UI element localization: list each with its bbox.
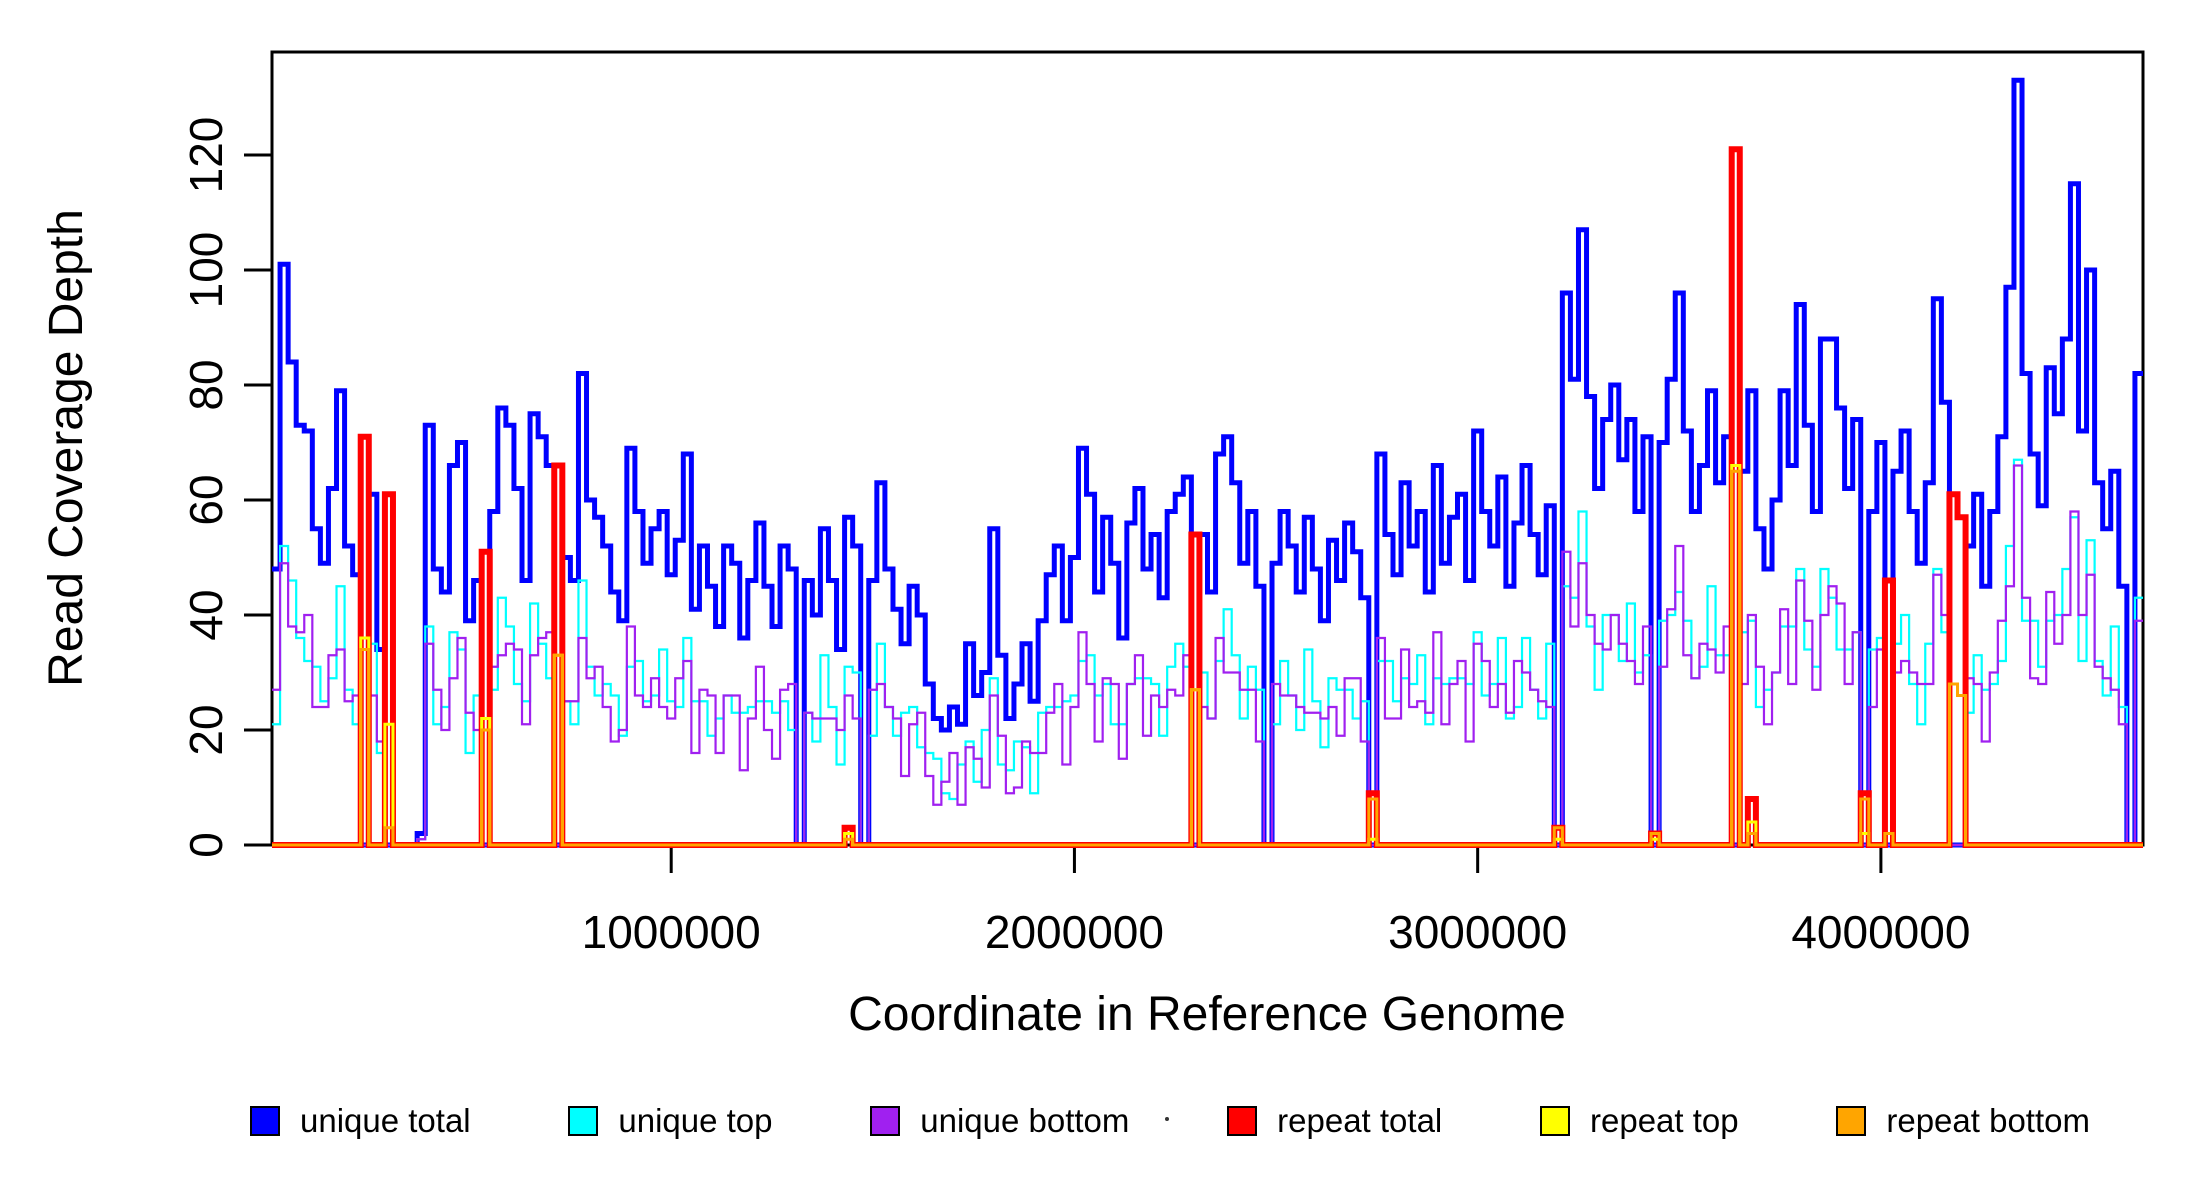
unique-bottom-swatch-icon [870,1106,901,1136]
y-tick-label: 120 [180,117,232,194]
legend-item-repeat-bottom: repeat bottom [1836,1102,2090,1140]
series-unique-total [272,77,2143,848]
y-tick-label: 80 [180,359,232,410]
repeat-bottom-swatch-icon [1836,1106,1867,1136]
x-axis-title: Coordinate in Reference Genome [848,988,1566,1041]
legend-label: unique bottom [920,1102,1130,1139]
unique-total-swatch-icon [250,1106,280,1136]
legend-item-unique-top: unique top [568,1102,773,1140]
x-tick-label: 4000000 [1791,906,1970,958]
x-tick-label: 1000000 [582,906,761,958]
x-tick-label: 3000000 [1388,906,1567,958]
legend-label: repeat total [1277,1102,1443,1139]
y-tick-label: 40 [180,589,232,640]
legend-label: unique top [618,1102,773,1139]
repeat-total-swatch-icon [1227,1106,1258,1136]
y-tick-label: 20 [180,704,232,755]
legend-label: unique total [300,1102,471,1139]
y-tick-label: 100 [180,232,232,309]
legend: unique total unique top unique bottom repea… [250,1102,2090,1140]
legend-item-repeat-top: repeat top [1540,1102,1739,1140]
y-axis-title: Read Coverage Depth [40,209,93,687]
legend-label: repeat top [1590,1102,1739,1139]
repeat-top-swatch-icon [1540,1106,1570,1136]
legend-item-unique-total: unique total [250,1102,471,1140]
series-unique-bottom [272,464,2143,847]
legend-label: repeat bottom [1886,1102,2090,1139]
x-tick-label: 2000000 [985,906,1164,958]
stray-dot [1165,1117,1169,1121]
legend-item-unique-bottom: unique bottom [870,1102,1129,1140]
series-repeat-bottom [272,469,2143,847]
unique-top-swatch-icon [568,1106,599,1136]
y-tick-label: 60 [180,474,232,525]
legend-item-repeat-total: repeat total [1227,1102,1442,1140]
y-tick-label: 0 [180,832,232,858]
